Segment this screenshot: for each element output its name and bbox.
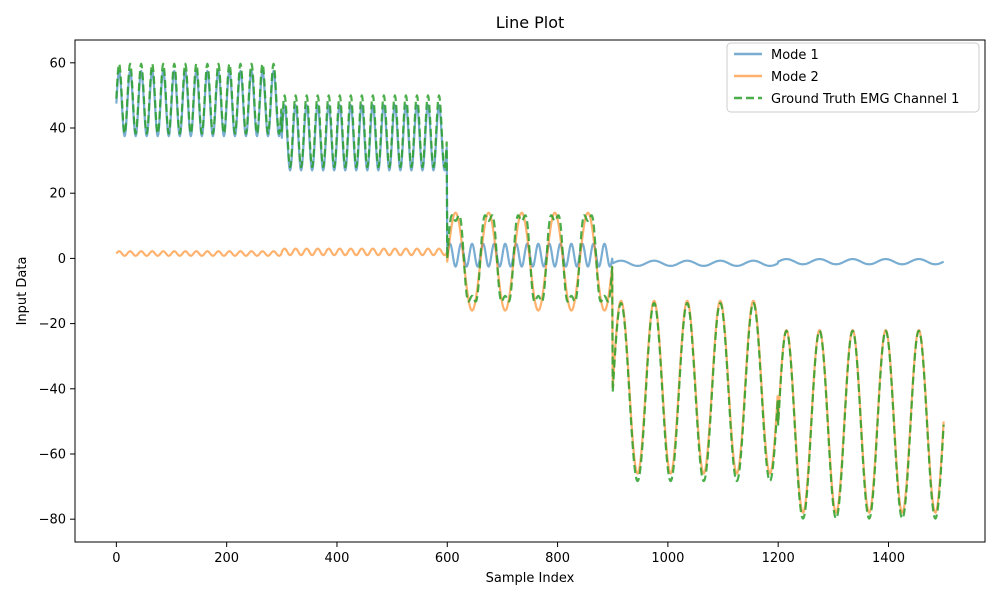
- x-tick-label: 400: [325, 551, 350, 566]
- x-tick-label: 1000: [651, 551, 684, 566]
- x-tick-label: 0: [112, 551, 120, 566]
- y-tick-label: 60: [49, 56, 66, 71]
- y-tick-label: 40: [49, 122, 66, 137]
- y-tick-label: −80: [39, 513, 66, 528]
- x-tick-label: 1200: [762, 551, 795, 566]
- y-tick-label: −20: [39, 317, 66, 332]
- legend: Mode 1 Mode 2 Ground Truth EMG Channel 1: [726, 42, 980, 113]
- x-tick-label: 600: [435, 551, 460, 566]
- y-tick-label: 0: [58, 252, 66, 267]
- x-tick-label: 800: [545, 551, 570, 566]
- legend-mode2-label: Mode 2: [771, 70, 819, 85]
- legend-ground-truth-label: Ground Truth EMG Channel 1: [771, 92, 959, 107]
- y-tick-label: −40: [39, 382, 66, 397]
- y-tick-label: −60: [39, 447, 66, 462]
- plot-frame: [74, 39, 986, 543]
- plot-lines: [115, 62, 945, 520]
- legend-box: [726, 42, 980, 113]
- y-axis-label: Input Data: [15, 257, 30, 326]
- ground-truth-line: [115, 62, 945, 520]
- legend-mode1-label: Mode 1: [771, 48, 819, 63]
- chart-title: Line Plot: [496, 13, 565, 32]
- y-axis: −80 −60 −40 −20 0 20 40 60: [39, 56, 75, 528]
- x-tick-label: 1400: [872, 551, 905, 566]
- x-tick-label: 200: [214, 551, 239, 566]
- y-tick-label: 20: [49, 187, 66, 202]
- x-axis-label: Sample Index: [486, 571, 575, 586]
- x-axis: 0 200 400 600 800 1000 1200 1400: [112, 542, 905, 566]
